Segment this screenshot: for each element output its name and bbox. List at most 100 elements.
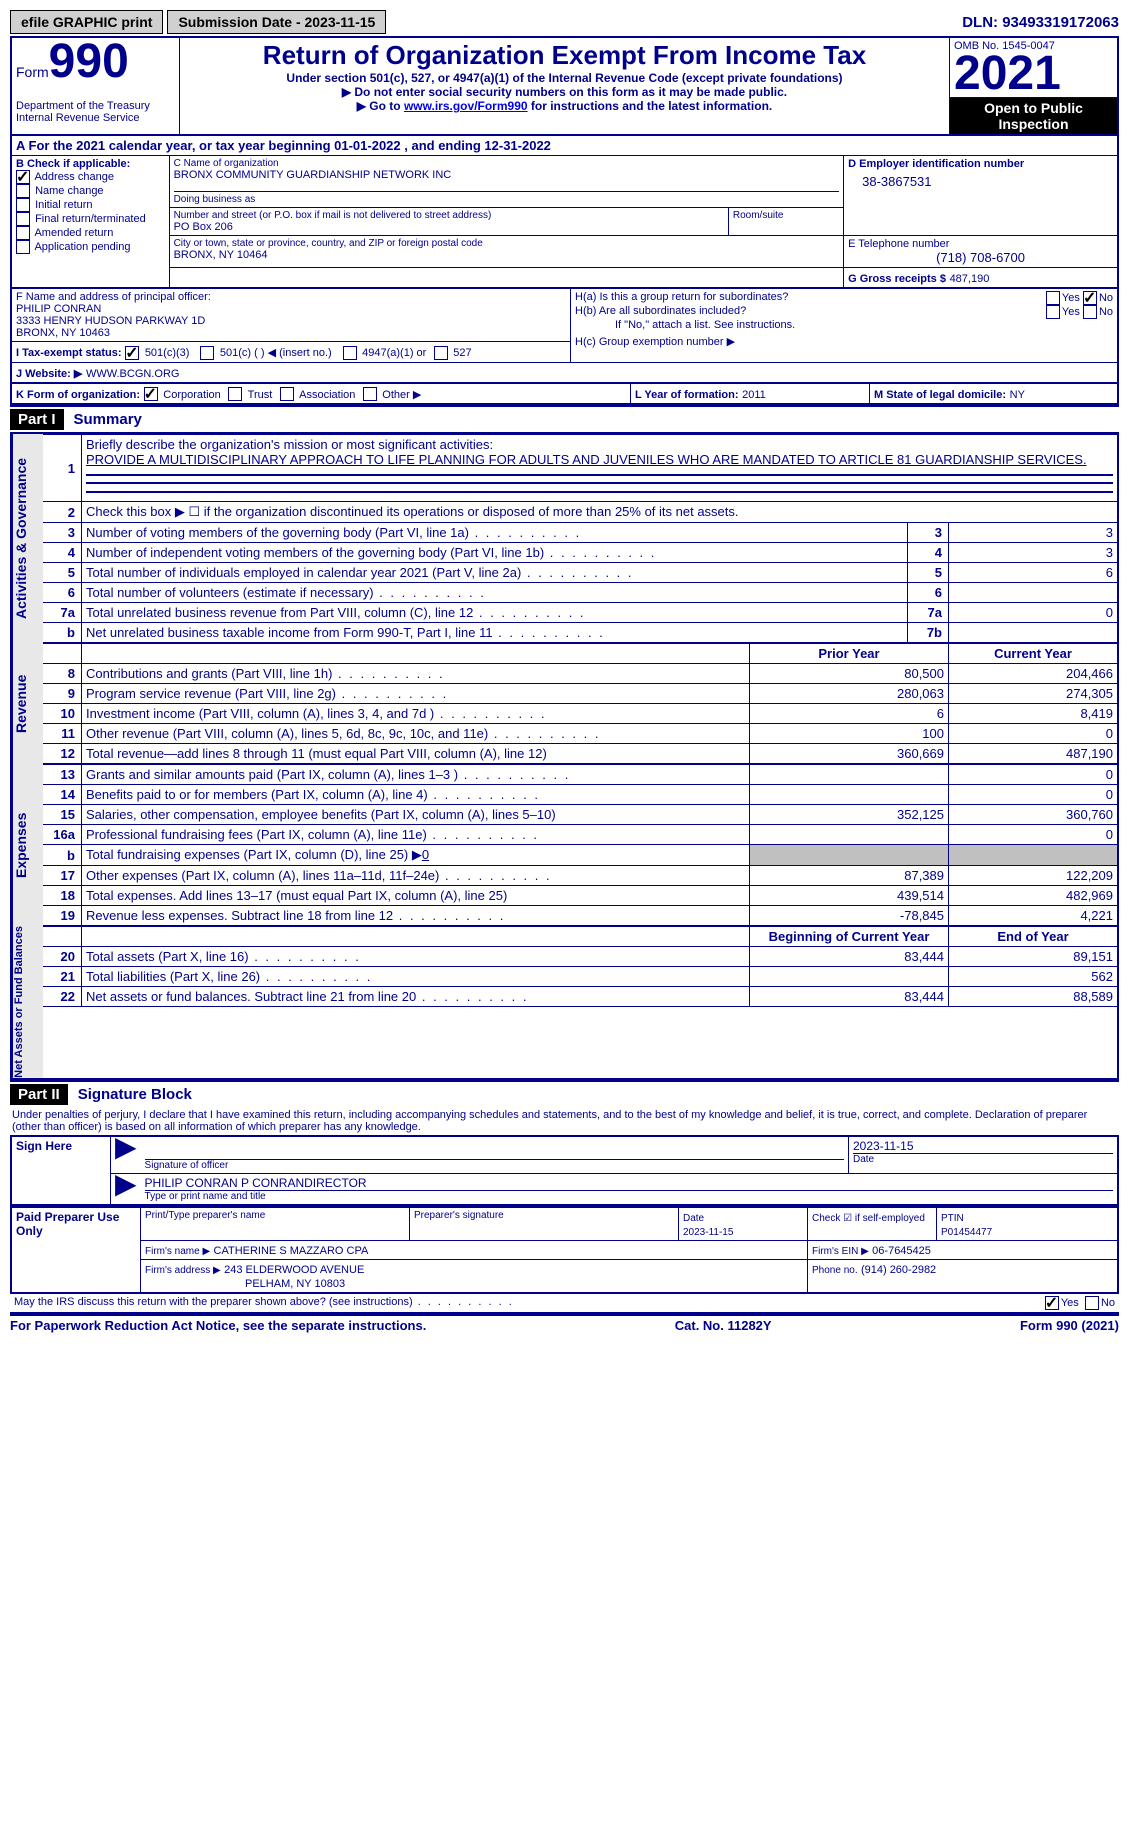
ha-no-checkbox[interactable] <box>1083 291 1097 305</box>
org-name-label: C Name of organization <box>174 158 840 169</box>
begin-head: Beginning of Current Year <box>750 927 949 947</box>
line7a-value: 0 <box>949 603 1118 623</box>
line19: Revenue less expenses. Subtract line 18 … <box>82 906 750 926</box>
line11-prior: 100 <box>750 724 949 744</box>
line17-prior: 87,389 <box>750 866 949 886</box>
officer-name: PHILIP CONRAN <box>16 303 566 315</box>
line3-value: 3 <box>949 523 1118 543</box>
app-pending-checkbox[interactable] <box>16 240 30 254</box>
line10: Investment income (Part VIII, column (A)… <box>82 704 750 724</box>
discuss-no-checkbox[interactable] <box>1085 1296 1099 1310</box>
hb-no-checkbox[interactable] <box>1083 305 1097 319</box>
corp-checkbox[interactable] <box>144 387 158 401</box>
line10-curr: 8,419 <box>949 704 1118 724</box>
line20: Total assets (Part X, line 16) <box>82 947 750 967</box>
firm-addr-label: Firm's address ▶ <box>145 1265 221 1276</box>
prep-date-label: Date <box>683 1213 704 1224</box>
declaration: Under penalties of perjury, I declare th… <box>10 1107 1119 1136</box>
line19-prior: -78,845 <box>750 906 949 926</box>
line9: Program service revenue (Part VIII, line… <box>82 684 750 704</box>
ha-yes-checkbox[interactable] <box>1046 291 1060 305</box>
line8-prior: 80,500 <box>750 664 949 684</box>
line-k-label: K Form of organization: <box>16 389 140 401</box>
line21-curr: 562 <box>949 967 1118 987</box>
irs-link[interactable]: www.irs.gov/Form990 <box>404 99 528 113</box>
line3: Number of voting members of the governin… <box>82 523 908 543</box>
sig-date: 2023-11-15 <box>853 1139 1113 1153</box>
line19-curr: 4,221 <box>949 906 1118 926</box>
dept-label: Department of the Treasury <box>16 100 175 112</box>
form-subtitle-3: ▶ Go to www.irs.gov/Form990 for instruct… <box>184 99 945 113</box>
addr-change-checkbox[interactable] <box>16 170 30 184</box>
assoc-checkbox[interactable] <box>280 387 294 401</box>
line5-value: 6 <box>949 563 1118 583</box>
footer-left: For Paperwork Reduction Act Notice, see … <box>10 1318 426 1333</box>
line4: Number of independent voting members of … <box>82 543 908 563</box>
line22-curr: 88,589 <box>949 987 1118 1007</box>
arrow-icon: ▶ <box>115 1140 137 1154</box>
arrow-icon-2: ▶ <box>115 1177 137 1191</box>
line8-curr: 204,466 <box>949 664 1118 684</box>
firm-phone: (914) 260-2982 <box>861 1264 936 1276</box>
501c-checkbox[interactable] <box>200 346 214 360</box>
tax-year: 2021 <box>954 52 1113 95</box>
firm-ein-label: Firm's EIN ▶ <box>812 1246 869 1257</box>
end-head: End of Year <box>949 927 1118 947</box>
line11: Other revenue (Part VIII, column (A), li… <box>82 724 750 744</box>
phone-label: E Telephone number <box>848 238 1113 250</box>
hb-yes-checkbox[interactable] <box>1046 305 1060 319</box>
officer-label: F Name and address of principal officer: <box>16 291 566 303</box>
line1-value: PROVIDE A MULTIDISCIPLINARY APPROACH TO … <box>86 452 1087 467</box>
efile-button[interactable]: efile GRAPHIC print <box>10 10 163 34</box>
501c3-checkbox[interactable] <box>125 346 139 360</box>
trust-checkbox[interactable] <box>228 387 242 401</box>
527-checkbox[interactable] <box>434 346 448 360</box>
discuss-yes-checkbox[interactable] <box>1045 1296 1059 1310</box>
officer-addr: 3333 HENRY HUDSON PARKWAY 1D <box>16 315 566 327</box>
firm-phone-label: Phone no. <box>812 1265 858 1276</box>
dln-label: DLN: 93493319172063 <box>962 14 1119 31</box>
sig-date-label: Date <box>853 1153 1113 1165</box>
gross-receipts-label: G Gross receipts $ <box>848 273 946 285</box>
form-number: Form990 <box>16 40 175 83</box>
inspection-label: Open to Public Inspection <box>950 98 1119 136</box>
line21: Total liabilities (Part X, line 26) <box>82 967 750 987</box>
ein-label: D Employer identification number <box>848 158 1113 170</box>
other-checkbox[interactable] <box>363 387 377 401</box>
h-a-label: H(a) Is this a group return for subordin… <box>575 291 788 305</box>
line12-prior: 360,669 <box>750 744 949 764</box>
line20-curr: 89,151 <box>949 947 1118 967</box>
revenue-side-label: Revenue <box>12 643 43 764</box>
footer-right: Form 990 (2021) <box>1020 1318 1119 1333</box>
line16a-curr: 0 <box>949 825 1118 845</box>
line14-curr: 0 <box>949 785 1118 805</box>
initial-return-checkbox[interactable] <box>16 198 30 212</box>
line21-prior <box>750 967 949 987</box>
part2-title: Signature Block <box>78 1086 192 1103</box>
line18-curr: 482,969 <box>949 886 1118 906</box>
line18-prior: 439,514 <box>750 886 949 906</box>
year-formation: 2011 <box>742 389 766 401</box>
gross-receipts-value: 487,190 <box>950 273 990 285</box>
line-l-label: L Year of formation: <box>635 389 739 401</box>
line7a: Total unrelated business revenue from Pa… <box>82 603 908 623</box>
submission-date-button[interactable]: Submission Date - 2023-11-15 <box>167 10 386 34</box>
4947-checkbox[interactable] <box>343 346 357 360</box>
name-change-checkbox[interactable] <box>16 184 30 198</box>
line22-prior: 83,444 <box>750 987 949 1007</box>
line5: Total number of individuals employed in … <box>82 563 908 583</box>
net-side-label: Net Assets or Fund Balances <box>12 926 43 1078</box>
line10-prior: 6 <box>750 704 949 724</box>
h-b-label: H(b) Are all subordinates included? <box>575 305 746 319</box>
amended-return-checkbox[interactable] <box>16 226 30 240</box>
box-b-head: B Check if applicable: <box>16 158 165 170</box>
preparer-label: Paid Preparer Use Only <box>11 1207 141 1293</box>
form-subtitle-2: ▶ Do not enter social security numbers o… <box>184 85 945 99</box>
line15-prior: 352,125 <box>750 805 949 825</box>
curr-year-head: Current Year <box>949 644 1118 664</box>
line13-curr: 0 <box>949 765 1118 785</box>
line17: Other expenses (Part IX, column (A), lin… <box>82 866 750 886</box>
final-return-checkbox[interactable] <box>16 212 30 226</box>
firm-name: CATHERINE S MAZZARO CPA <box>214 1245 369 1257</box>
ptin-label: PTIN <box>941 1213 964 1224</box>
